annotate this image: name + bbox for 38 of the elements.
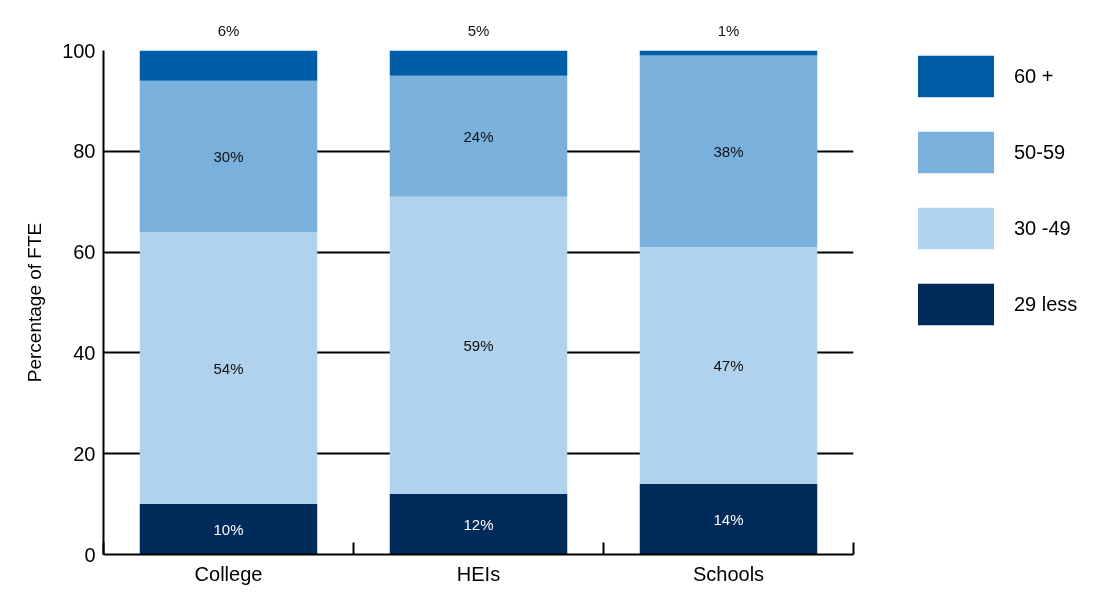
data-label: 5% bbox=[467, 21, 490, 39]
bar bbox=[639, 247, 818, 484]
data-label: 6% bbox=[217, 21, 240, 39]
data-label: 14% bbox=[713, 510, 744, 528]
y-tick-label: 80 bbox=[73, 140, 96, 163]
data-label: 59% bbox=[463, 336, 494, 354]
x-tick-label: College bbox=[194, 562, 263, 585]
legend-label: 50-59 bbox=[1014, 140, 1066, 164]
data-label: 38% bbox=[713, 142, 744, 160]
y-axis-title: Percentage of FTE bbox=[24, 222, 46, 383]
data-label: 54% bbox=[213, 359, 244, 377]
bar bbox=[139, 231, 318, 505]
data-label: 24% bbox=[463, 127, 494, 145]
bar bbox=[639, 55, 818, 248]
bar bbox=[139, 80, 318, 232]
bar bbox=[389, 196, 568, 495]
bar bbox=[639, 50, 818, 56]
data-label: 10% bbox=[213, 520, 244, 538]
legend-label: 30 -49 bbox=[1014, 216, 1071, 240]
x-tick-label: Schools bbox=[692, 562, 765, 585]
bar bbox=[139, 504, 318, 555]
legend-label: 60 + bbox=[1014, 64, 1054, 88]
y-tick-label: 0 bbox=[84, 543, 96, 566]
bar bbox=[389, 494, 568, 555]
y-tick-label: 100 bbox=[62, 39, 96, 62]
y-tick-label: 20 bbox=[73, 442, 96, 465]
data-label: 47% bbox=[713, 357, 744, 374]
legend-label: 29 less bbox=[1014, 292, 1078, 316]
bar bbox=[389, 75, 568, 197]
data-label: 12% bbox=[463, 515, 494, 533]
y-tick-label: 40 bbox=[73, 341, 96, 364]
bar bbox=[139, 50, 318, 81]
bar bbox=[389, 50, 568, 76]
y-tick-label: 60 bbox=[73, 241, 96, 264]
data-label: 30% bbox=[213, 147, 244, 165]
x-tick-label: HEIs bbox=[456, 562, 501, 585]
data-label: 1% bbox=[717, 21, 740, 39]
bar bbox=[639, 483, 818, 555]
